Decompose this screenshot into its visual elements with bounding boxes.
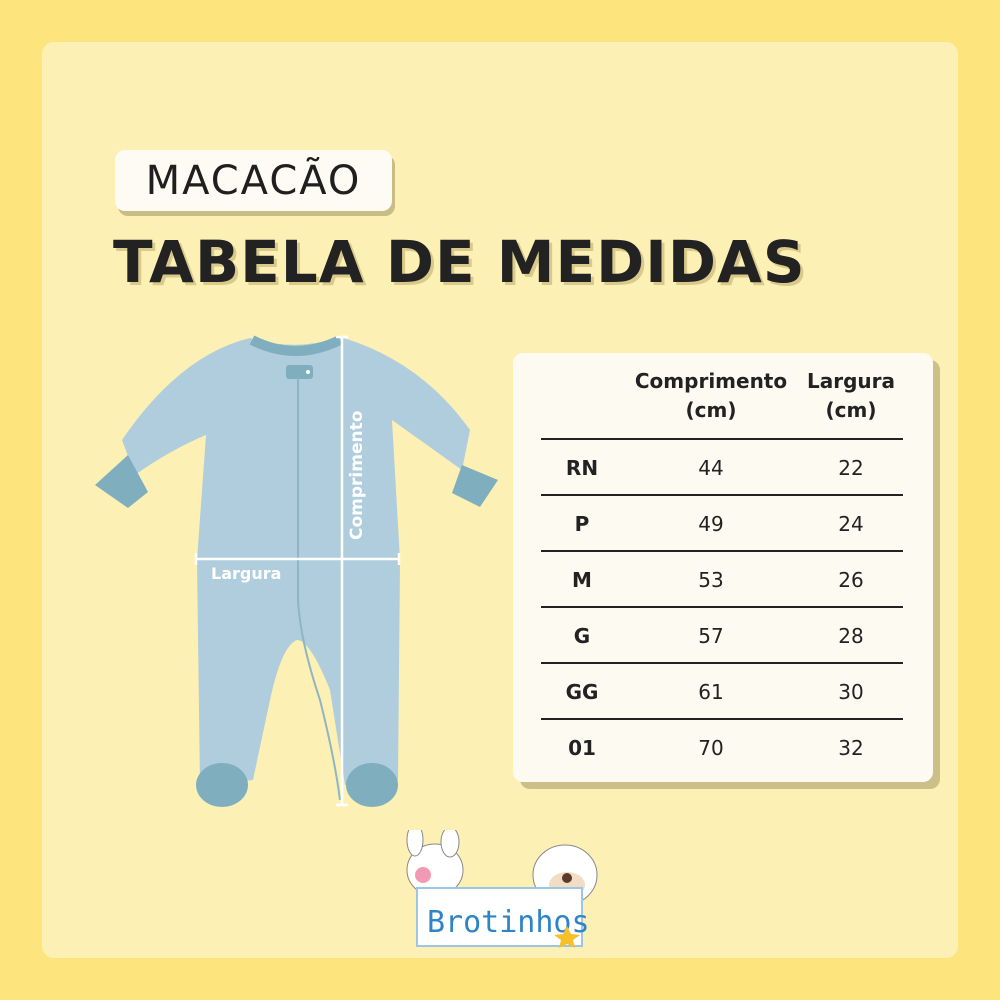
cell-length: 53 [698,568,724,592]
table-row: RN 44 22 [541,438,903,494]
right-cuff [452,465,498,507]
cell-length: 70 [698,736,724,760]
cell-width: 24 [838,512,864,536]
table-row: G 57 28 [541,606,903,662]
table-row: GG 61 30 [541,662,903,718]
collar [249,335,343,356]
cell-size: RN [565,456,599,480]
column-header-width: Largura (cm) [806,369,896,422]
brand-logo: Brotinhos [395,830,610,950]
cell-size: M [572,568,592,592]
table-row: 01 70 32 [541,718,903,774]
cell-length: 44 [698,456,724,480]
cell-length: 61 [698,680,724,704]
cell-width: 22 [838,456,864,480]
cell-width: 26 [838,568,864,592]
product-name: MACACÃO [115,150,392,211]
cell-width: 30 [838,680,864,704]
cell-length: 57 [698,624,724,648]
cell-length: 49 [698,512,724,536]
table-row: P 49 24 [541,494,903,550]
zipper-line [297,378,341,801]
cell-size: 01 [568,736,596,760]
page-title: TABELA DE MEDIDAS [113,228,806,296]
zipper-tab [286,365,313,379]
width-label: Largura [211,564,281,583]
cell-size: GG [565,680,599,704]
size-table: Comprimento (cm) Largura (cm) RN 44 22 P 49 24 M… [513,353,933,782]
cell-size: G [573,624,591,648]
right-foot [346,763,398,807]
left-cuff [95,455,148,508]
length-label: Comprimento [347,411,367,540]
left-foot [196,763,248,807]
cell-width: 32 [838,736,864,760]
table-row: M 53 26 [541,550,903,606]
romper-body [122,337,470,785]
cell-width: 28 [838,624,864,648]
cell-size: P [574,512,590,536]
column-header-length: Comprimento (cm) [634,369,788,422]
measure-lines [194,335,401,807]
